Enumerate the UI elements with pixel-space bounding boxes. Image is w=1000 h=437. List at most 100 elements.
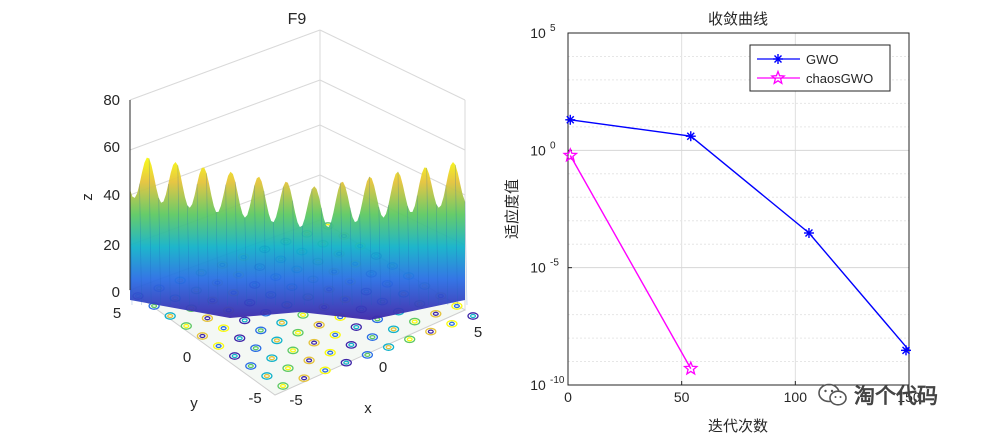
contour-ring <box>329 331 341 339</box>
z-tick-60: 60 <box>103 139 120 156</box>
surface-stripe <box>292 200 296 306</box>
surface-title: F9 <box>288 11 307 28</box>
y-tick-exponent: 5 <box>550 23 556 34</box>
contour-ring <box>316 322 323 328</box>
surface-stripe <box>282 186 286 306</box>
contour-ring <box>387 325 400 334</box>
x-tick-label: 150 <box>897 389 921 405</box>
contour-ring <box>229 352 241 360</box>
contour-ring <box>236 336 243 341</box>
surface-stripe <box>225 184 229 306</box>
y-tick-neg5: -5 <box>248 390 261 407</box>
surface-stripe <box>311 188 315 306</box>
contour-ring <box>289 348 297 353</box>
contour-ring <box>266 354 278 363</box>
contour-ring <box>250 344 262 353</box>
contour-ring <box>239 316 251 325</box>
plot-frame <box>567 32 910 386</box>
x-tick-0: 0 <box>379 359 387 376</box>
surface-stripe <box>148 158 152 306</box>
series-layer <box>562 114 911 376</box>
contour-ring <box>327 350 334 355</box>
surface-plot: F9 z 0 20 40 60 80 5 0 -5 y -5 0 5 x <box>79 11 482 417</box>
legend-marker-gwo <box>773 54 783 64</box>
contour-ring <box>382 343 395 351</box>
contour-ring <box>294 330 302 335</box>
z-tick-0: 0 <box>112 284 120 301</box>
contour-ring <box>299 312 307 318</box>
contour-ring <box>199 333 206 339</box>
contour-ring <box>164 312 176 320</box>
surface-stripe <box>167 183 171 306</box>
x-axis-label: 迭代次数 <box>708 417 768 435</box>
surface-stripe <box>254 185 257 306</box>
legend: GWO chaosGWO <box>749 44 891 92</box>
surface-stripe <box>330 222 334 306</box>
data-point-gwo <box>803 228 814 239</box>
contour-ring <box>268 356 275 361</box>
contour-ring <box>432 311 439 316</box>
contour-ring <box>343 360 350 365</box>
contour-ring <box>212 342 225 350</box>
contour-ring <box>271 336 283 345</box>
contour-ring <box>276 318 288 327</box>
data-point-chaosgwo <box>682 360 699 376</box>
z-tick-80: 80 <box>103 92 120 109</box>
surface-stripe <box>368 176 372 306</box>
x-tick-5: 5 <box>474 324 482 341</box>
x-tick-label: 0 <box>564 389 572 405</box>
contour-ring <box>167 313 174 319</box>
contour-ring <box>196 332 209 340</box>
surface-stripe <box>263 191 267 306</box>
y-ticks: 10 5 10 0 10 -5 10 -10 <box>530 23 572 393</box>
contour-ring <box>261 372 273 380</box>
surface-stripe <box>139 183 142 306</box>
contour-ring <box>204 316 211 321</box>
x-tick-label: 50 <box>674 389 690 405</box>
chart-title: 收敛曲线 <box>708 10 768 28</box>
contour-ring <box>255 326 267 335</box>
legend-label-chaosgwo: chaosGWO <box>806 71 873 86</box>
contour-ring <box>151 303 158 309</box>
surface-stripe <box>397 171 401 306</box>
contour-ring <box>364 352 371 358</box>
contour-ring <box>319 366 331 375</box>
contour-ring <box>301 376 308 381</box>
contour-ring <box>350 323 362 331</box>
surface-stripe <box>359 214 363 306</box>
contour-ring <box>282 364 294 373</box>
surface-stripe <box>426 167 430 306</box>
surface-stripe <box>158 197 162 306</box>
contour-ring <box>406 337 413 342</box>
contour-ring <box>311 340 318 345</box>
contour-ring <box>385 344 392 350</box>
contour-ring <box>273 338 280 343</box>
surface-stripe <box>455 164 458 306</box>
x-tick-label: 100 <box>784 389 808 405</box>
y-tick-label: 10 <box>530 377 546 393</box>
surface-stripe <box>445 185 449 306</box>
contour-ring <box>324 348 336 357</box>
contour-ring <box>284 366 292 371</box>
surface-stripe <box>388 205 391 306</box>
data-point-gwo <box>901 345 911 356</box>
contour-ring <box>451 302 463 310</box>
contour-ring <box>353 324 360 330</box>
contour-ring <box>425 327 437 336</box>
surface-stripe <box>407 205 410 306</box>
contour-ring <box>220 326 227 331</box>
y-axis-label: y <box>190 395 198 412</box>
y-tick-label: 10 <box>530 142 546 158</box>
surface-mesh <box>129 157 468 320</box>
surface-stripe <box>187 205 190 306</box>
series-line-gwo <box>570 119 910 351</box>
contour-ring <box>322 368 329 373</box>
y-tick-exponent: 0 <box>550 140 556 151</box>
contour-ring <box>340 358 352 367</box>
contour-ring <box>257 328 264 333</box>
watermark-text: 淘个代码 <box>854 384 938 408</box>
contour-ring <box>241 318 248 323</box>
contour-ring <box>215 343 222 349</box>
y-tick-exponent: -10 <box>550 375 565 386</box>
contour-ring <box>411 319 418 324</box>
